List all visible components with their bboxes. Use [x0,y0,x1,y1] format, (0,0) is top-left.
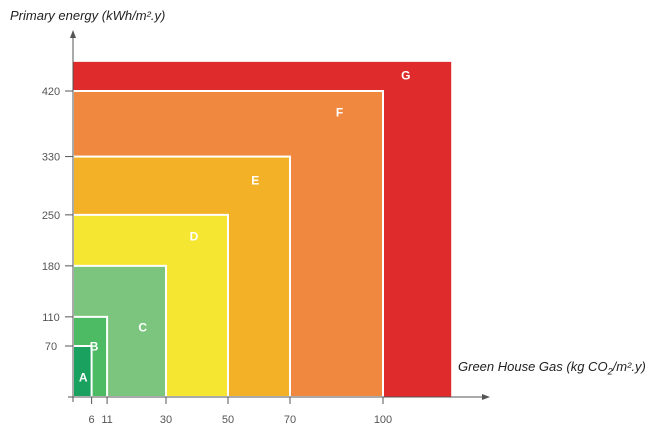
band-label-g: G [401,68,410,82]
y-tick-label-180: 180 [42,261,60,273]
x-tick-label-70: 70 [284,414,296,426]
x-axis-arrow [482,394,490,400]
x-tick-label-11: 11 [101,414,112,426]
y-tick-label-330: 330 [42,152,60,164]
x-tick-label-30: 30 [160,414,172,426]
y-axis-title: Primary energy (kWh/m².y) [10,8,166,23]
y-tick-label-250: 250 [42,210,60,222]
x-tick-label-6: 6 [89,414,95,426]
band-label-e: E [251,174,259,188]
band-label-a: A [79,371,88,385]
y-axis-arrow [70,30,76,38]
x-axis-title: Green House Gas (kg CO2/m².y) [458,359,646,377]
x-tick-label-100: 100 [374,414,392,426]
y-tick-label-110: 110 [42,312,60,324]
y-tick-label-420: 420 [42,86,60,98]
band-label-b: B [90,340,99,354]
y-tick-label-70: 70 [45,341,57,353]
band-label-c: C [138,320,147,334]
band-label-d: D [190,230,199,244]
band-label-f: F [336,105,343,119]
x-tick-label-50: 50 [222,414,234,426]
